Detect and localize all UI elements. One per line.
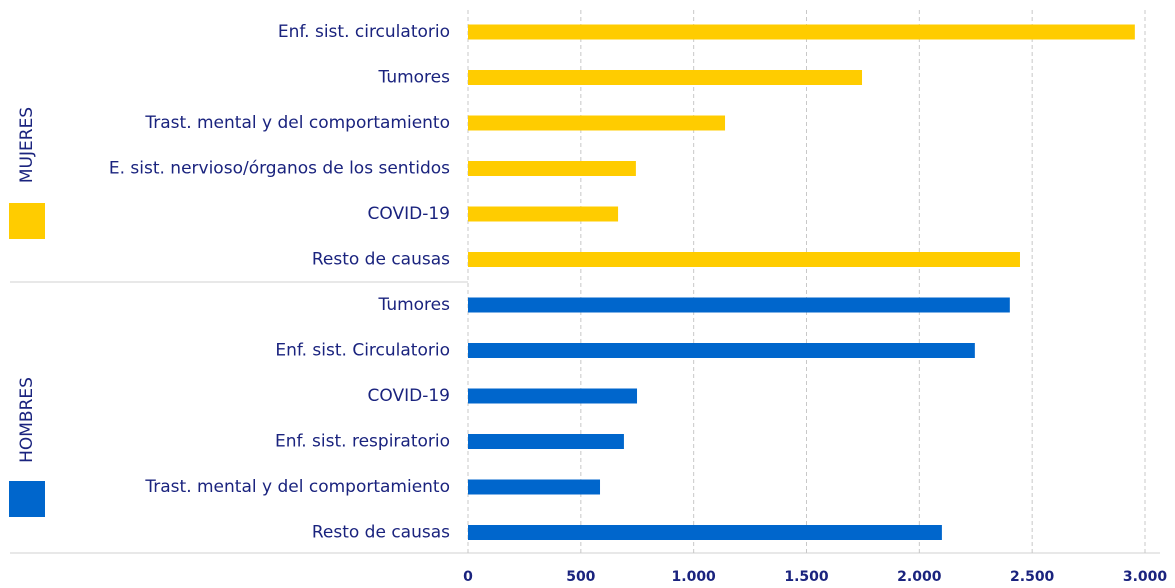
bar bbox=[468, 24, 1135, 40]
category-label: Tumores bbox=[378, 295, 451, 315]
category-label: COVID-19 bbox=[368, 386, 450, 406]
x-tick-label: 2.000 bbox=[897, 569, 942, 585]
category-label: E. sist. nervioso/órganos de los sentido… bbox=[109, 159, 450, 179]
x-tick-label: 3.000 bbox=[1123, 569, 1168, 585]
bar bbox=[468, 297, 1010, 313]
x-tick-label: 0 bbox=[463, 569, 473, 585]
category-label: Trast. mental y del comportamiento bbox=[144, 477, 450, 497]
bar bbox=[468, 252, 1020, 267]
bar bbox=[468, 206, 619, 222]
bar bbox=[468, 343, 975, 358]
group-swatch bbox=[9, 203, 45, 239]
category-label: Tumores bbox=[378, 68, 451, 88]
category-label: Resto de causas bbox=[312, 250, 450, 270]
category-label: Trast. mental y del comportamiento bbox=[144, 113, 450, 133]
bar bbox=[468, 479, 601, 495]
bar bbox=[468, 434, 624, 449]
group-label: MUJERES bbox=[17, 107, 37, 183]
category-label: Enf. sist. respiratorio bbox=[275, 432, 450, 452]
bar bbox=[468, 115, 726, 131]
bar bbox=[468, 161, 636, 176]
category-label: Resto de causas bbox=[312, 523, 450, 543]
x-tick-label: 500 bbox=[566, 569, 595, 585]
x-tick-label: 1.500 bbox=[784, 569, 829, 585]
bar bbox=[468, 525, 942, 540]
group-label: HOMBRES bbox=[17, 377, 37, 463]
group-swatch bbox=[9, 481, 45, 517]
category-label: Enf. sist. circulatorio bbox=[278, 22, 450, 42]
bar bbox=[468, 388, 638, 404]
category-label: Enf. sist. Circulatorio bbox=[275, 341, 450, 361]
category-label: COVID-19 bbox=[368, 204, 450, 224]
x-tick-label: 2.500 bbox=[1010, 569, 1055, 585]
x-tick-label: 1.000 bbox=[672, 569, 717, 585]
bar bbox=[468, 70, 863, 85]
